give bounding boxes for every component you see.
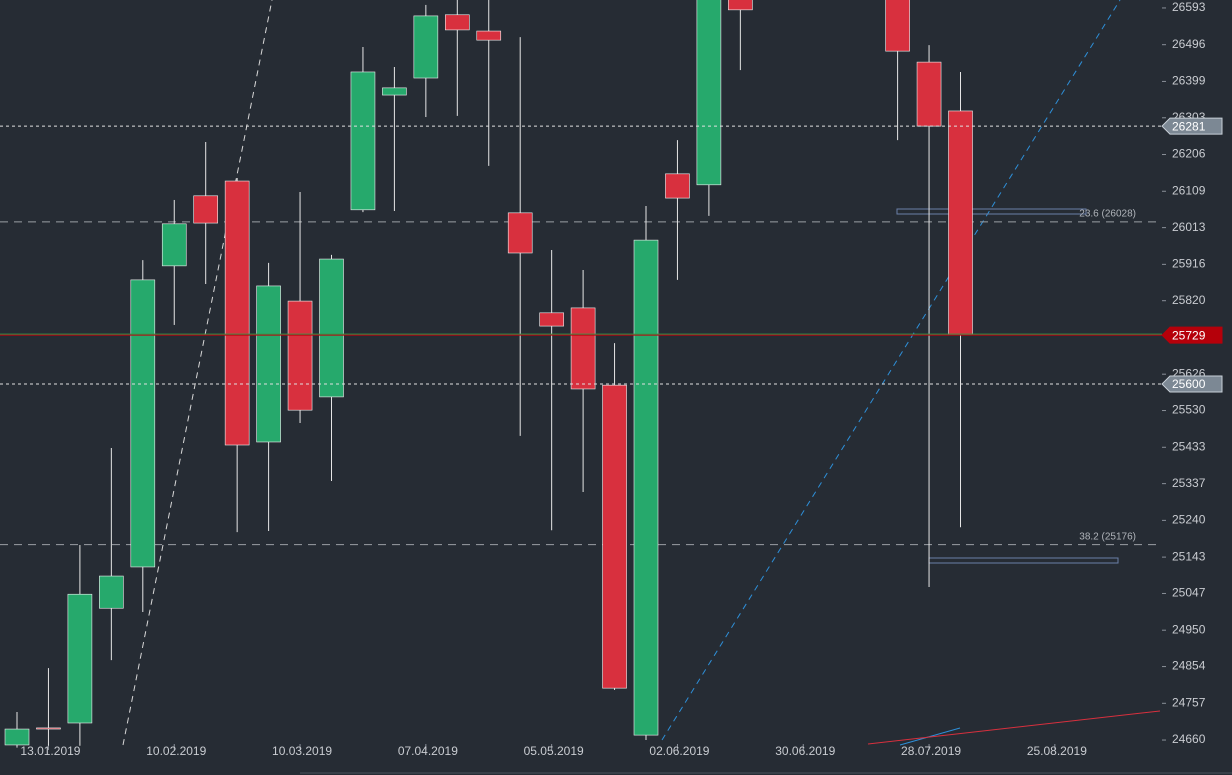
candle-body (696, 0, 722, 186)
y-tick-label: 25530 (1172, 403, 1206, 417)
candle-body (633, 239, 659, 736)
drawing-line (867, 710, 1161, 745)
candle-body (665, 173, 690, 199)
candle-body (130, 279, 156, 568)
price-tag (1161, 326, 1223, 344)
candle-body (67, 593, 93, 724)
candle-body (99, 575, 124, 609)
candle-body (476, 30, 502, 41)
price-tag-label: 25729 (1172, 328, 1206, 342)
candle-body (602, 384, 627, 689)
candle-body (728, 0, 753, 11)
candle-body (885, 0, 910, 52)
fib-box (928, 557, 1119, 564)
y-tick-label: 25240 (1172, 513, 1206, 527)
y-tick-label: 26496 (1172, 37, 1206, 51)
candle-body (36, 727, 61, 730)
candle-body (413, 15, 439, 79)
y-tick-label: 26013 (1172, 220, 1206, 234)
price-tag (1161, 375, 1223, 393)
y-tick-label: 25143 (1172, 549, 1206, 563)
x-tick-label: 02.06.2019 (649, 744, 709, 758)
candle-body (287, 300, 313, 411)
y-tick-label: 25820 (1172, 293, 1206, 307)
x-tick-label: 05.05.2019 (524, 744, 584, 758)
price-tag-label: 26281 (1172, 119, 1206, 133)
x-tick-label: 07.04.2019 (398, 744, 458, 758)
candle-body (256, 285, 281, 443)
y-tick-label: 26593 (1172, 0, 1206, 14)
y-tick-label: 24660 (1172, 732, 1206, 746)
candle-body (916, 61, 942, 127)
x-tick-label: 25.08.2019 (1027, 744, 1087, 758)
y-tick-label: 25433 (1172, 439, 1206, 453)
candle-body (224, 180, 250, 446)
candle-body (444, 14, 470, 31)
trend-line (661, 0, 1121, 741)
candle-body (161, 223, 187, 267)
y-tick-label: 24854 (1172, 659, 1206, 673)
y-tick-label: 26206 (1172, 147, 1206, 161)
candle-body (570, 307, 596, 390)
y-tick-label: 26399 (1172, 74, 1206, 88)
candle-body (4, 728, 30, 746)
fib-label: 38.2 (25176) (1079, 531, 1136, 542)
candle-body (948, 110, 973, 336)
candle-body (382, 87, 407, 96)
fib-label: 23.6 (26028) (1079, 209, 1136, 220)
y-tick-label: 25337 (1172, 476, 1206, 490)
trend-line (122, 0, 273, 746)
price-tag (1161, 117, 1223, 135)
x-tick-label: 13.01.2019 (20, 744, 80, 758)
y-tick-label: 26109 (1172, 183, 1206, 197)
fib-box (896, 208, 1087, 215)
candle-body (539, 312, 564, 327)
x-tick-label: 28.07.2019 (901, 744, 961, 758)
candle-body (193, 195, 218, 224)
x-tick-label: 10.03.2019 (272, 744, 332, 758)
x-tick-label: 30.06.2019 (775, 744, 835, 758)
candle-body (319, 258, 344, 398)
x-tick-label: 10.02.2019 (146, 744, 206, 758)
price-tag-label: 25600 (1172, 377, 1206, 391)
y-tick-label: 24757 (1172, 695, 1206, 709)
candle-body (507, 212, 533, 254)
y-tick-label: 25916 (1172, 257, 1206, 271)
candle-body (350, 71, 376, 211)
y-tick-label: 24950 (1172, 622, 1206, 636)
y-tick-label: 25047 (1172, 586, 1206, 600)
